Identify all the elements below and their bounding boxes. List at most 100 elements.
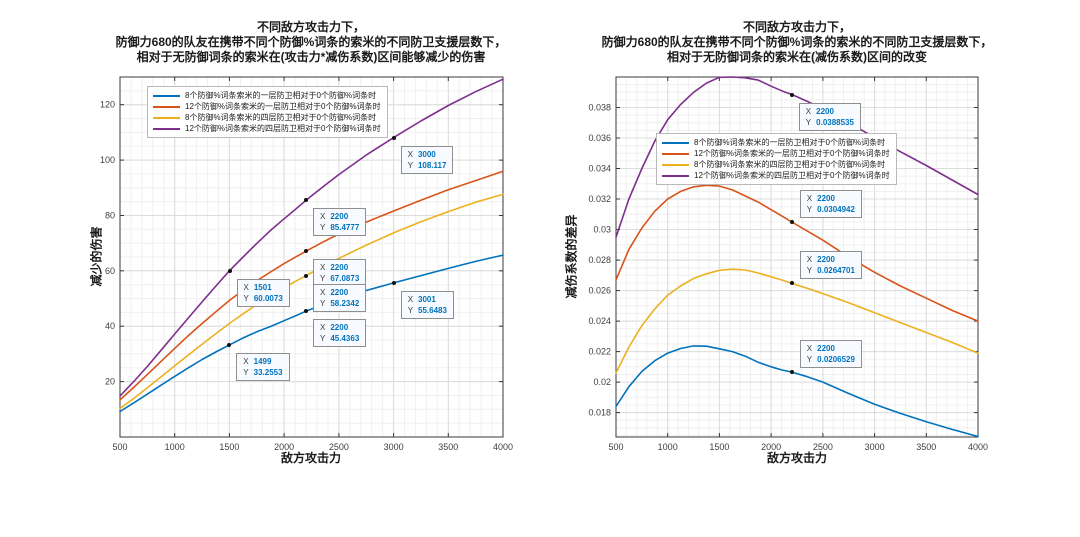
datatip-axis-letter: X <box>320 212 326 222</box>
datatip-marker[interactable] <box>304 309 308 314</box>
legend-item-label: 12个防御%词条索米的一层防卫相对于0个防御%词条时 <box>694 149 890 158</box>
legend-line-sample <box>662 174 689 177</box>
datatip-marker[interactable] <box>391 280 396 285</box>
chart-title-line: 相对于无防御词条的索米在(减伤系数)区间的改变 <box>667 50 927 64</box>
legend-item[interactable]: 12个防御%词条索米的四层防卫相对于0个防御%词条时 <box>153 123 381 134</box>
datatip[interactable]: X 2200 Y 0.0304942 <box>799 190 862 218</box>
datatip-marker[interactable] <box>304 273 308 278</box>
datatip-marker[interactable] <box>227 268 232 273</box>
y-tick-label: 120 <box>100 100 115 110</box>
series-line-1[interactable] <box>615 184 979 322</box>
datatip-row: X 2200 <box>320 287 359 298</box>
datatip-row: Y 60.0073 <box>244 293 283 304</box>
x-tick-label: 500 <box>112 442 127 452</box>
series-line-0[interactable] <box>615 345 979 438</box>
legend-item[interactable]: 8个防御%词条索米的一层防卫相对于0个防御%词条时 <box>662 137 890 148</box>
y-tick-label: 60 <box>105 266 115 276</box>
legend[interactable]: 8个防御%词条索米的一层防卫相对于0个防御%词条时 12个防御%词条索米的一层防卫… <box>147 86 388 138</box>
datatip-row: Y 45.4363 <box>320 333 359 344</box>
datatip-row: X 2200 <box>807 254 855 265</box>
datatip-value: 1501 <box>253 282 272 292</box>
datatip-row: Y 0.0304942 <box>807 204 855 215</box>
datatip[interactable]: X 2200 Y 0.0206529 <box>799 340 862 369</box>
series-line-0[interactable] <box>119 254 504 413</box>
legend-line-sample <box>153 127 180 130</box>
y-tick-label: 0.022 <box>588 347 611 357</box>
datatip-axis-letter: X <box>805 106 812 116</box>
datatip-axis-letter: X <box>243 356 249 366</box>
legend-item[interactable]: 8个防御%词条索米的四层防卫相对于0个防御%词条时 <box>153 112 381 123</box>
datatip-marker[interactable] <box>789 92 794 97</box>
x-tick-label: 1000 <box>658 442 678 452</box>
y-tick-label: 80 <box>105 211 115 221</box>
datatip-row: X 2200 <box>320 322 359 333</box>
datatip-value: 85.4777 <box>330 223 360 233</box>
datatip-marker[interactable] <box>789 281 794 286</box>
y-tick-label: 100 <box>100 155 115 165</box>
datatip-axis-letter: Y <box>320 298 326 308</box>
datatip-row: Y 33.2553 <box>243 367 282 378</box>
datatip-marker[interactable] <box>227 342 232 347</box>
y-tick-label: 0.036 <box>588 133 611 143</box>
datatip[interactable]: X 2200 Y 58.2342 <box>313 283 367 312</box>
legend-item[interactable]: 12个防御%词条索米的四层防卫相对于0个防御%词条时 <box>662 170 890 181</box>
legend-item-label: 8个防御%词条索米的一层防卫相对于0个防御%词条时 <box>185 91 377 100</box>
datatip-value: 55.6483 <box>418 305 447 315</box>
legend[interactable]: 8个防御%词条索米的一层防卫相对于0个防御%词条时 12个防御%词条索米的一层防卫… <box>656 133 897 185</box>
datatip[interactable]: X 3001 Y 55.6483 <box>400 290 454 319</box>
y-tick-label: 0.028 <box>588 255 611 265</box>
datatip-axis-letter: X <box>806 344 813 354</box>
datatip[interactable]: X 1501 Y 60.0073 <box>236 278 290 307</box>
datatip-row: Y 0.0206529 <box>807 354 855 365</box>
datatip-value: 2200 <box>330 212 349 222</box>
datatip-marker[interactable] <box>304 249 308 254</box>
datatip[interactable]: X 1499 Y 33.2553 <box>236 352 290 381</box>
legend-item-label: 8个防御%词条索米的四层防卫相对于0个防御%词条时 <box>694 160 886 169</box>
datatip-axis-letter: X <box>320 263 326 273</box>
datatip-row: X 2200 <box>807 343 855 354</box>
series-line-2[interactable] <box>615 268 979 374</box>
datatip-row: X 2200 <box>807 193 855 204</box>
datatip-row: Y 55.6483 <box>408 305 447 316</box>
chart-title-line: 防御力680的队友在携带不同个防御%词条的索米的不同防卫支援层数下， <box>601 35 993 49</box>
x-tick-label: 3000 <box>865 442 885 452</box>
datatip[interactable]: X 2200 Y 0.0264701 <box>799 251 862 280</box>
y-tick-label: 40 <box>105 321 115 331</box>
datatip-marker[interactable] <box>304 198 308 203</box>
legend-item[interactable]: 8个防御%词条索米的四层防卫相对于0个防御%词条时 <box>662 159 890 170</box>
legend-item[interactable]: 8个防御%词条索米的一层防卫相对于0个防御%词条时 <box>153 90 381 101</box>
datatip[interactable]: X 3000 Y 108.117 <box>400 145 454 174</box>
datatip-axis-letter: Y <box>407 160 413 170</box>
series-line-3[interactable] <box>119 78 504 397</box>
datatip[interactable]: X 2200 Y 85.4777 <box>313 208 367 237</box>
datatip-value: 1499 <box>253 356 272 366</box>
left-chart: 500 1000 1500 2000 2500 3000 3500 4000 20 40 60 80 1… <box>89 20 514 465</box>
datatip-marker[interactable] <box>789 220 794 224</box>
datatip-axis-letter: X <box>806 194 813 203</box>
series-line-1[interactable] <box>119 170 504 401</box>
datatip-value: 2200 <box>816 106 834 116</box>
legend-line-sample <box>153 105 180 108</box>
legend-line-sample <box>153 116 180 119</box>
datatip-row: X 2200 <box>320 262 359 273</box>
y-axis-label: 减少的伤害 <box>89 226 104 287</box>
y-tick-label: 0.03 <box>593 225 611 235</box>
datatip-row: Y 58.2342 <box>320 298 359 309</box>
legend-item-label: 12个防御%词条索米的一层防卫相对于0个防御%词条时 <box>185 102 381 111</box>
datatip-axis-letter: Y <box>320 223 326 233</box>
legend-line-sample <box>662 152 689 155</box>
legend-line-sample <box>662 163 689 166</box>
datatip-marker[interactable] <box>789 370 794 375</box>
datatip-value: 2200 <box>330 263 349 273</box>
datatip-value: 3001 <box>418 294 436 304</box>
datatip-axis-letter: Y <box>806 266 813 276</box>
datatip-row: Y 0.0264701 <box>807 265 855 276</box>
datatip[interactable]: X 2200 Y 0.0388535 <box>798 102 861 131</box>
datatip-marker[interactable] <box>391 135 396 140</box>
x-tick-label: 4000 <box>493 442 513 452</box>
datatip-axis-letter: Y <box>243 293 249 303</box>
legend-item[interactable]: 12个防御%词条索米的一层防卫相对于0个防御%词条时 <box>153 101 381 112</box>
datatip-value: 2200 <box>817 255 835 265</box>
datatip[interactable]: X 2200 Y 45.4363 <box>313 319 367 348</box>
legend-item[interactable]: 12个防御%词条索米的一层防卫相对于0个防御%词条时 <box>662 148 890 159</box>
